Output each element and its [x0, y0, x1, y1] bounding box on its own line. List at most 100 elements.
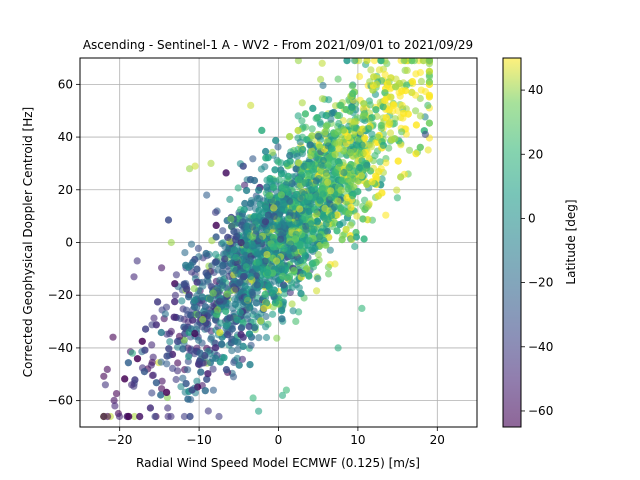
scatter-point: [213, 284, 221, 292]
scatter-point: [124, 359, 132, 367]
scatter-point: [133, 257, 141, 265]
scatter-point: [424, 101, 432, 109]
scatter-point: [262, 299, 271, 307]
scatter-point: [180, 280, 188, 288]
scatter-point: [133, 355, 142, 363]
scatter-point: [249, 155, 257, 163]
scatter-point: [359, 215, 367, 223]
scatter-point: [261, 290, 269, 298]
scatter-point: [275, 176, 284, 184]
scatter-point: [163, 360, 171, 368]
scatter-point: [308, 125, 316, 133]
scatter-point: [351, 242, 359, 251]
scatter-point: [314, 250, 322, 259]
scatter-point: [356, 149, 364, 158]
scatter-point: [268, 148, 276, 156]
scatter-point: [292, 165, 300, 173]
scatter-point: [231, 236, 240, 244]
scatter-point: [321, 128, 329, 136]
scatter-point: [191, 296, 199, 304]
scatter-point: [199, 278, 207, 286]
scatter-point: [323, 227, 331, 236]
scatter-point: [198, 293, 206, 301]
scatter-point: [264, 282, 272, 290]
scatter-point: [128, 381, 136, 389]
scatter-point: [360, 235, 368, 243]
scatter-point: [149, 353, 157, 361]
scatter-point: [408, 78, 416, 86]
scatter-point: [334, 128, 342, 136]
scatter-point: [203, 191, 211, 199]
scatter-point: [207, 159, 215, 167]
scatter-point: [306, 141, 314, 149]
scatter-point: [303, 136, 311, 144]
scatter-point: [246, 257, 254, 265]
scatter-point: [187, 346, 195, 355]
scatter-point: [243, 300, 252, 308]
scatter-point: [270, 222, 278, 230]
scatter-point: [294, 126, 302, 135]
scatter-point: [295, 308, 303, 316]
y-axis-ticks: −60 −40 −20 0 20 40 60: [48, 77, 80, 408]
scatter-point: [182, 261, 190, 269]
scatter-point: [365, 125, 373, 133]
scatter-point: [266, 174, 274, 183]
scatter-point: [235, 361, 243, 369]
y-tick-label: 60: [58, 77, 73, 91]
scatter-point: [324, 216, 332, 224]
colorbar-label: Latitude [deg]: [564, 199, 578, 284]
scatter-point: [404, 110, 412, 118]
scatter-point: [256, 235, 264, 243]
scatter-point: [328, 109, 336, 117]
scatter-point: [255, 407, 263, 415]
scatter-point: [402, 87, 410, 95]
scatter-point: [223, 331, 232, 339]
scatter-point: [211, 208, 220, 216]
scatter-point: [424, 146, 432, 154]
scatter-point: [333, 227, 341, 235]
scatter-point: [233, 316, 242, 324]
scatter-point: [334, 112, 342, 120]
scatter-point: [347, 148, 355, 157]
scatter-point: [305, 181, 313, 189]
scatter-point: [141, 346, 149, 354]
scatter-point: [253, 281, 261, 289]
scatter-point: [342, 106, 350, 114]
scatter-point: [241, 199, 249, 208]
scatter-point: [171, 291, 179, 299]
scatter-point: [264, 154, 272, 162]
scatter-point: [366, 78, 374, 86]
scatter-point: [101, 381, 109, 389]
scatter-point: [254, 250, 262, 258]
scatter-point: [286, 209, 294, 217]
scatter-point: [261, 218, 270, 226]
scatter-point: [296, 138, 304, 146]
scatter-point: [296, 218, 304, 227]
scatter-point: [337, 205, 345, 213]
scatter-point: [296, 242, 304, 250]
scatter-point: [360, 100, 368, 108]
scatter-point: [379, 103, 387, 111]
scatter-point: [343, 194, 351, 202]
scatter-point: [348, 82, 356, 90]
scatter-point: [351, 58, 359, 65]
scatter-point: [260, 304, 268, 312]
scatter-point: [172, 271, 180, 279]
scatter-point: [232, 253, 240, 262]
scatter-point: [425, 119, 433, 127]
scatter-point: [255, 334, 263, 342]
scatter-point: [226, 195, 234, 203]
y-tick-label: −20: [48, 288, 73, 302]
scatter-point: [392, 75, 400, 83]
colorbar-tick-label: 20: [528, 147, 543, 161]
colorbar: [503, 58, 521, 427]
scatter-point: [379, 141, 387, 149]
scatter-point: [335, 145, 343, 153]
scatter-point: [292, 234, 300, 242]
scatter-point: [317, 167, 325, 175]
scatter-point: [374, 192, 382, 200]
scatter-point: [163, 330, 171, 338]
scatter-point: [420, 58, 428, 65]
scatter-point: [288, 179, 296, 188]
scatter-point: [278, 265, 286, 273]
